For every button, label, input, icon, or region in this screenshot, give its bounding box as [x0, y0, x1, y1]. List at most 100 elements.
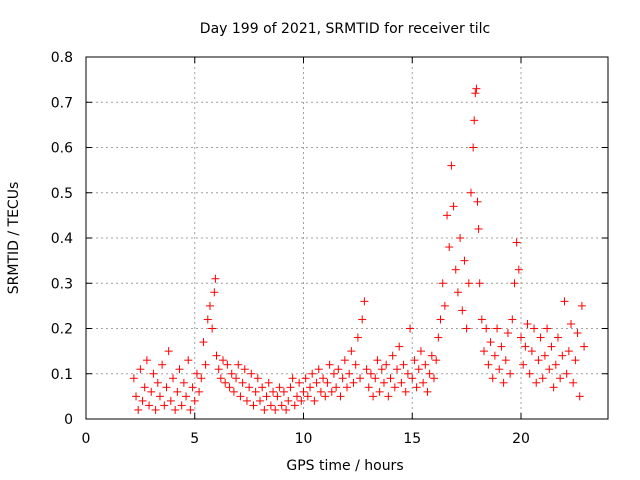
data-point — [290, 401, 299, 410]
data-point — [410, 356, 419, 365]
data-point — [349, 378, 358, 387]
data-point — [273, 392, 282, 401]
data-point — [288, 374, 297, 383]
y-tick-label: 0.2 — [51, 322, 73, 338]
data-point — [406, 324, 415, 333]
data-point — [216, 374, 225, 383]
data-point — [292, 392, 301, 401]
data-point — [525, 369, 534, 378]
data-point — [310, 396, 319, 405]
data-point — [395, 342, 404, 351]
data-point — [162, 383, 171, 392]
data-point — [266, 401, 275, 410]
data-point — [286, 383, 295, 392]
data-point — [190, 396, 199, 405]
axis-layer: 0 5 10 15 20 0 0.1 0.2 0.3 0.4 0.5 0.6 0.7 0.8 — [51, 50, 609, 447]
data-point — [486, 338, 495, 347]
data-point — [327, 387, 336, 396]
data-point — [512, 238, 521, 247]
data-point — [212, 351, 221, 360]
data-point — [153, 378, 162, 387]
data-point — [580, 342, 589, 351]
data-point — [316, 387, 325, 396]
data-point — [532, 378, 541, 387]
data-point — [173, 387, 182, 396]
data-point — [360, 297, 369, 306]
data-point — [323, 378, 332, 387]
data-point — [275, 383, 284, 392]
data-point — [421, 360, 430, 369]
data-point — [540, 351, 549, 360]
data-point — [277, 401, 286, 410]
data-point — [427, 351, 436, 360]
data-point — [412, 383, 421, 392]
data-point — [573, 329, 582, 338]
data-point — [306, 383, 315, 392]
data-point — [475, 279, 484, 288]
data-point — [449, 202, 458, 211]
data-point — [371, 374, 380, 383]
data-point — [445, 243, 454, 252]
data-point — [325, 360, 334, 369]
data-point — [562, 369, 571, 378]
data-point — [423, 387, 432, 396]
data-point — [264, 378, 273, 387]
data-point — [530, 324, 539, 333]
data-point — [223, 360, 232, 369]
data-point — [256, 396, 264, 405]
data-point — [158, 360, 167, 369]
y-tick-label: 0.1 — [51, 367, 73, 383]
y-axis-label: SRMTID / TECUs — [6, 182, 22, 295]
data-point — [249, 401, 258, 410]
data-point — [558, 351, 567, 360]
data-point — [234, 360, 243, 369]
data-point — [503, 329, 512, 338]
data-point — [329, 369, 338, 378]
data-point — [453, 288, 462, 297]
data-point — [462, 324, 471, 333]
data-point — [227, 369, 236, 378]
data-point — [362, 365, 371, 374]
data-point — [375, 387, 384, 396]
data-point — [260, 405, 269, 414]
data-point — [347, 347, 356, 356]
data-point — [336, 392, 345, 401]
data-point — [458, 306, 467, 315]
point-layer — [129, 84, 589, 414]
data-point — [397, 378, 406, 387]
data-point — [471, 89, 480, 98]
data-point — [440, 301, 449, 310]
data-point — [506, 369, 515, 378]
x-tick-label: 20 — [512, 431, 530, 447]
data-point — [456, 234, 465, 242]
x-axis-label: GPS time / hours — [286, 458, 403, 474]
data-point — [338, 374, 347, 383]
y-tick-label: 0.4 — [51, 231, 73, 247]
data-point — [353, 333, 362, 342]
x-tick-label: 0 — [82, 431, 91, 447]
data-point — [488, 374, 497, 383]
data-point — [136, 365, 145, 374]
data-point — [369, 392, 378, 401]
x-tick-label: 10 — [295, 431, 313, 447]
data-point — [358, 315, 367, 324]
data-point — [177, 401, 186, 410]
data-point — [269, 387, 278, 396]
data-point — [229, 387, 238, 396]
data-point — [203, 315, 212, 324]
data-point — [438, 279, 447, 288]
data-point — [314, 365, 323, 374]
y-tick-label: 0.3 — [51, 276, 73, 292]
data-point — [388, 351, 397, 360]
data-point — [538, 374, 547, 383]
data-point — [214, 365, 223, 374]
data-point — [501, 356, 510, 365]
data-point — [145, 401, 154, 410]
data-point — [549, 383, 558, 392]
data-point — [240, 365, 249, 374]
data-point — [477, 315, 486, 324]
data-point — [379, 378, 388, 387]
data-point — [364, 383, 373, 392]
data-point — [451, 265, 460, 274]
